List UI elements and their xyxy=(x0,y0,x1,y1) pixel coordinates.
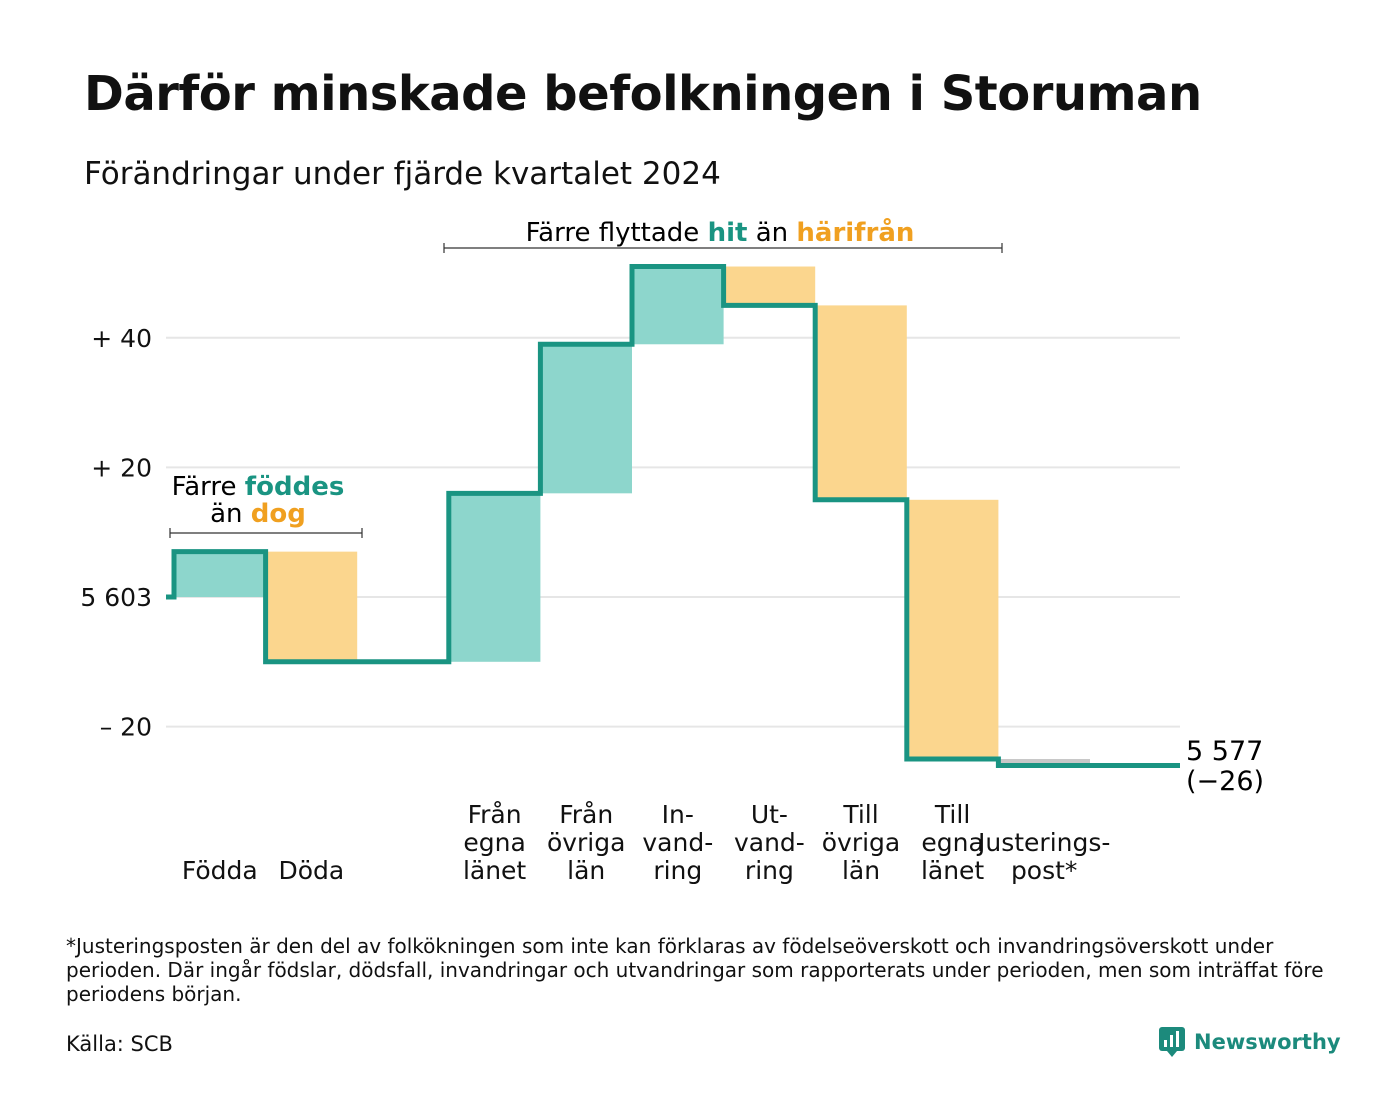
category-label-invandring: In-vand-ring xyxy=(642,800,713,885)
y-tick-label-0: + 40 xyxy=(91,324,152,353)
end-change-label: (−26) xyxy=(1186,766,1264,797)
svg-text:Färre föddes: Färre föddes xyxy=(172,472,345,502)
chart-subtitle: Förändringar under fjärde kvartalet 2024 xyxy=(84,156,721,192)
births-annotation: Färre föddes än dog xyxy=(169,472,363,538)
bar-till-ovriga-lan xyxy=(817,305,907,500)
category-label-doda: Döda xyxy=(279,856,345,885)
category-label-justeringspost: Justerings-post* xyxy=(976,828,1110,885)
category-label-utvandring: Ut-vand-ring xyxy=(734,800,805,885)
deaths-annotation-highlight: dog xyxy=(251,499,306,529)
category-label-till-ovriga-lan: Till övriga län xyxy=(822,800,901,885)
y-tick-label-1: + 20 xyxy=(91,453,152,482)
bar-fran-egna-lanet xyxy=(450,493,541,662)
category-label-fodda: Födda xyxy=(182,856,258,885)
moves-annotation-out: härifrån xyxy=(796,216,914,248)
births-annotation-prefix: Färre xyxy=(172,472,245,502)
brand-logo[interactable]: Newsworthy xyxy=(1158,1026,1341,1058)
end-value-label: 5 577 xyxy=(1186,736,1263,767)
bar-utvandring xyxy=(725,266,816,306)
bar-doda xyxy=(267,551,358,662)
bar-fran-ovriga-lan xyxy=(542,344,632,494)
brand-name: Newsworthy xyxy=(1194,1030,1341,1054)
y-tick-labels: + 40 + 20 5 603 – 20 xyxy=(80,324,152,742)
bar-invandring xyxy=(634,266,724,345)
category-label-till-egna-lanet: Till egna länet xyxy=(921,800,984,885)
moves-annotation: Färre flyttade hit än härifrån xyxy=(443,216,1003,253)
y-tick-label-3: – 20 xyxy=(100,713,152,742)
footnote: *Justeringsposten är den del av folkökni… xyxy=(66,934,1324,1006)
category-label-fran-egna-lanet: Från egna länet xyxy=(463,800,526,885)
waterfall-chart: + 40 + 20 5 603 – 20 Födda Döda Från egna länet… xyxy=(80,216,1264,885)
svg-text:än dog: än dog xyxy=(210,499,306,529)
category-labels: Födda Döda Från egna länet Från övriga länIn-va… xyxy=(182,800,1111,885)
bar-justeringspost xyxy=(1000,759,1090,766)
svg-text:Färre flyttade hit än härifrån: Färre flyttade hit än härifrån xyxy=(526,216,915,248)
population-step-line xyxy=(166,264,1180,768)
moves-annotation-middle: än xyxy=(747,218,796,248)
moves-annotation-in: hit xyxy=(708,218,748,248)
moves-annotation-prefix: Färre flyttade xyxy=(526,218,708,248)
newsworthy-logo-icon xyxy=(1159,1027,1185,1057)
bar-fodda xyxy=(176,551,266,597)
grid-lines xyxy=(166,336,1180,728)
bars xyxy=(176,266,1090,766)
bar-till-egna-lanet xyxy=(908,499,999,759)
category-label-fran-ovriga-lan: Från övriga län xyxy=(547,800,626,885)
chart-title: Därför minskade befolkningen i Storuman xyxy=(84,66,1202,122)
births-annotation-highlight: föddes xyxy=(245,472,345,502)
deaths-annotation-prefix: än xyxy=(210,499,251,529)
source-label: Källa: SCB xyxy=(66,1032,173,1056)
y-tick-label-2: 5 603 xyxy=(80,583,152,612)
